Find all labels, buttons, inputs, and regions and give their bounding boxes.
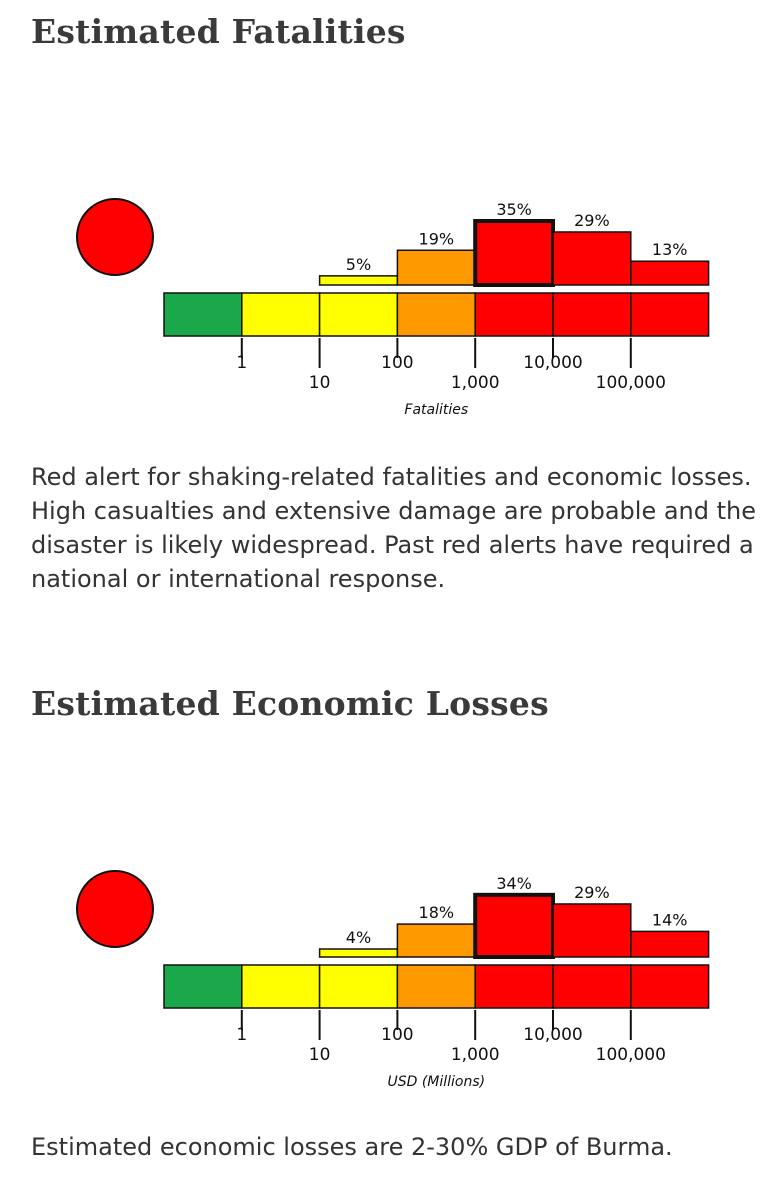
axis-tick-label-5: 100,000 <box>596 373 666 393</box>
alert-band-0 <box>163 292 243 337</box>
bar-value-label-2: 5% <box>346 255 371 274</box>
economic-losses-heading: Estimated Economic Losses <box>31 684 549 723</box>
axis-tick-label-4: 10,000 <box>523 1025 582 1045</box>
x-axis-label: Fatalities <box>404 402 468 418</box>
alert-band-2 <box>318 964 399 1009</box>
bar-value-label-5: 29% <box>574 883 610 902</box>
alert-band-3 <box>396 964 476 1009</box>
fatalities-heading: Estimated Fatalities <box>31 12 406 51</box>
alert-band-3 <box>396 292 476 337</box>
bar-value-label-3: 18% <box>419 903 455 922</box>
bar-6 <box>630 930 710 958</box>
bar-value-label-3: 19% <box>419 229 455 248</box>
alert-band-1 <box>241 292 321 337</box>
economic-losses-chart: 4% 18% 34% 29% 14% 1 10 100 1,000 10,000 100,000 US… <box>76 870 710 1090</box>
bar-5 <box>552 231 632 286</box>
bar-4 <box>473 219 556 287</box>
alert-level-circle <box>76 198 154 276</box>
axis-tick-label-1: 10 <box>309 1045 331 1065</box>
bar-value-label-6: 13% <box>652 240 688 259</box>
bar-value-label-4: 35% <box>496 200 532 219</box>
bar-6 <box>630 260 710 286</box>
fatalities-description: Red alert for shaking-related fatalities… <box>31 463 757 593</box>
bar-value-label-4: 34% <box>496 874 532 893</box>
fatalities-chart: 5% 19% 35% 29% 13% 1 10 100 1,000 10,000 100,000 Fa… <box>76 198 710 418</box>
bar-value-label-2: 4% <box>346 928 371 947</box>
axis-tick-label-0: 1 <box>236 353 247 373</box>
bar-2 <box>318 275 399 286</box>
economic-losses-description: Estimated economic losses are 2-30% GDP … <box>31 1133 673 1161</box>
alert-band-1 <box>241 964 321 1009</box>
bar-5 <box>552 903 632 958</box>
alert-band-6 <box>630 964 710 1009</box>
axis-tick-label-2: 100 <box>381 1025 413 1045</box>
axis-tick-label-2: 100 <box>381 353 413 373</box>
bar-3 <box>396 249 476 286</box>
alert-level-circle <box>76 870 154 948</box>
alert-band-5 <box>552 292 632 337</box>
alert-band-4 <box>474 292 554 337</box>
axis-tick-label-0: 1 <box>236 1025 247 1045</box>
axis-tick-label-3: 1,000 <box>451 1045 500 1065</box>
bar-3 <box>396 923 476 958</box>
alert-band-0 <box>163 964 243 1009</box>
alert-band-5 <box>552 964 632 1009</box>
axis-tick-label-4: 10,000 <box>523 353 582 373</box>
bar-2 <box>318 948 399 958</box>
x-axis-label: USD (Millions) <box>387 1074 485 1090</box>
bar-4 <box>473 892 556 959</box>
axis-tick-label-5: 100,000 <box>596 1045 666 1065</box>
alert-band-4 <box>474 964 554 1009</box>
axis-tick-label-3: 1,000 <box>451 373 500 393</box>
bar-value-label-6: 14% <box>652 910 688 929</box>
bar-value-label-5: 29% <box>574 211 610 230</box>
alert-band-2 <box>318 292 399 337</box>
alert-band-6 <box>630 292 710 337</box>
axis-tick-label-1: 10 <box>309 373 331 393</box>
